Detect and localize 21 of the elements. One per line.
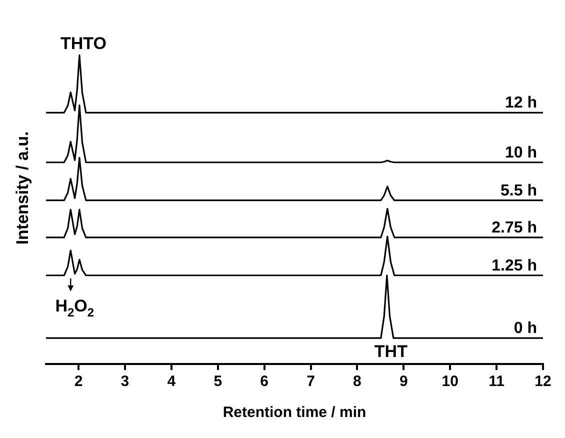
series-label: 10 h — [504, 144, 537, 162]
x-tick-label: 8 — [353, 373, 362, 390]
x-tick-label: 2 — [74, 373, 83, 390]
x-tick-label: 3 — [120, 373, 130, 390]
annotation: THTO — [60, 34, 106, 54]
series-label: 0 h — [514, 320, 537, 338]
y-axis-title: Intensity / a.u. — [13, 131, 32, 245]
annotation: THT — [374, 342, 408, 361]
series-label: 1.25 h — [492, 257, 537, 274]
x-axis-title: Retention time / min — [222, 404, 366, 422]
x-tick-label: 10 — [442, 373, 458, 390]
series-label: 2.75 h — [492, 219, 537, 236]
x-tick-label: 5 — [214, 373, 222, 390]
x-tick-label: 7 — [306, 373, 315, 390]
series-label: 5.5 h — [500, 182, 537, 200]
x-tick-label: 4 — [167, 373, 176, 390]
x-tick-label: 12 — [534, 373, 552, 390]
x-tick-label: 11 — [488, 373, 504, 390]
series-label: 12 h — [504, 94, 537, 112]
x-tick-label: 9 — [399, 373, 408, 390]
x-tick-label: 6 — [260, 373, 268, 390]
